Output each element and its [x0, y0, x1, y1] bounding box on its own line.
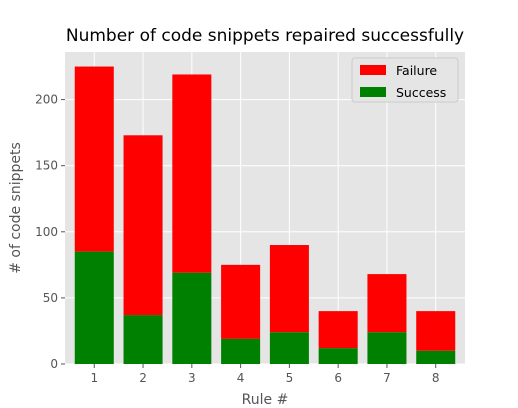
x-tick-label: 6	[334, 371, 342, 385]
bar-success-rule-4	[221, 338, 261, 364]
bar-success-rule-6	[318, 348, 358, 364]
bar-failure-rule-2	[123, 135, 163, 316]
bar-success-rule-3	[172, 272, 212, 364]
legend: Failure Success	[351, 57, 459, 103]
x-axis-label: Rule #	[242, 392, 289, 408]
x-tick-label: 4	[237, 371, 245, 385]
bar-failure-rule-6	[318, 311, 358, 349]
legend-label-success: Success	[396, 85, 446, 100]
legend-swatch-failure	[360, 65, 386, 75]
bar-failure-rule-5	[269, 245, 309, 333]
x-tick-label: 1	[90, 371, 98, 385]
bar-success-rule-2	[123, 315, 163, 364]
x-tick-label: 3	[188, 371, 196, 385]
y-tick-label: 150	[35, 159, 58, 173]
bar-failure-rule-3	[172, 74, 212, 273]
x-tick-label: 8	[432, 371, 440, 385]
y-tick-label: 50	[43, 291, 58, 305]
x-tick-label: 5	[286, 371, 294, 385]
bar-failure-rule-8	[416, 311, 456, 351]
bar-success-rule-8	[416, 350, 456, 364]
x-tick-label: 2	[139, 371, 147, 385]
bar-success-rule-1	[74, 251, 114, 364]
y-tick-label: 100	[35, 225, 58, 239]
y-tick-label: 0	[50, 357, 58, 371]
y-tick-label: 200	[35, 93, 58, 107]
bar-success-rule-7	[367, 332, 407, 364]
bar-failure-rule-7	[367, 274, 407, 333]
bar-failure-rule-4	[221, 264, 261, 339]
y-axis-label: # of code snippets	[8, 142, 24, 274]
legend-swatch-success	[360, 87, 386, 97]
ticks: 0 50 100 150 200 1 2 3 4 5 6 7 8	[35, 93, 439, 385]
bar-success-rule-5	[269, 332, 309, 364]
bar-failure-rule-1	[74, 66, 114, 252]
legend-label-failure: Failure	[396, 63, 437, 78]
bars	[74, 66, 456, 364]
x-tick-label: 7	[383, 371, 391, 385]
chart-title: Number of code snippets repaired success…	[66, 26, 464, 46]
